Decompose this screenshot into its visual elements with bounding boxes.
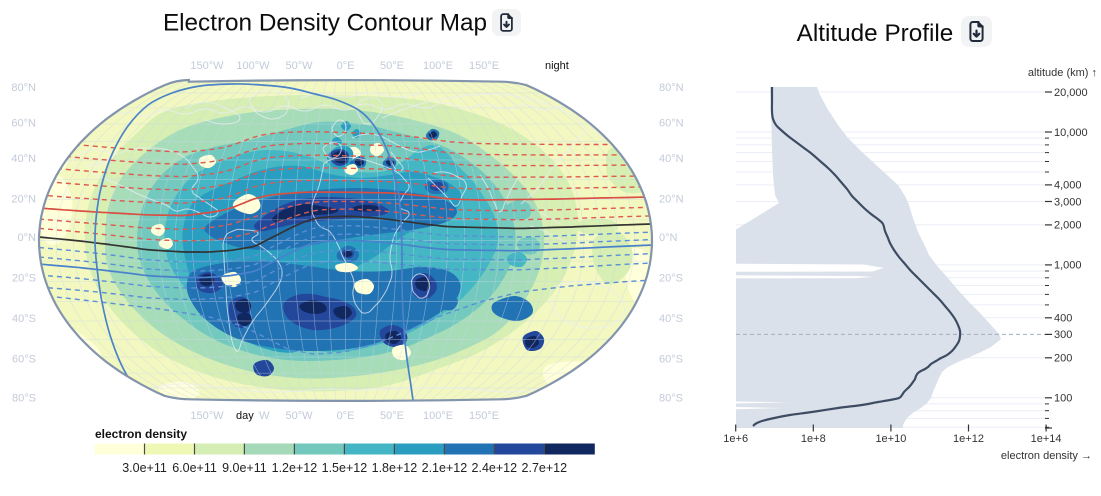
svg-text:1e+14: 1e+14 xyxy=(1031,433,1062,445)
svg-text:20°N: 20°N xyxy=(659,194,684,206)
svg-text:20°S: 20°S xyxy=(659,273,683,285)
svg-text:80°S: 80°S xyxy=(659,393,683,405)
svg-text:50°W: 50°W xyxy=(285,60,313,72)
svg-text:3,000: 3,000 xyxy=(1054,196,1082,208)
svg-text:80°N: 80°N xyxy=(11,82,36,94)
svg-text:2.7e+12: 2.7e+12 xyxy=(522,461,568,475)
svg-text:150°E: 150°E xyxy=(469,410,499,422)
svg-text:40°N: 40°N xyxy=(659,153,684,165)
svg-text:60°N: 60°N xyxy=(659,117,684,129)
svg-text:0°E: 0°E xyxy=(337,60,355,72)
svg-text:40°N: 40°N xyxy=(11,153,36,165)
svg-text:80°N: 80°N xyxy=(659,82,684,94)
svg-text:200: 200 xyxy=(1054,353,1072,365)
svg-text:1.2e+12: 1.2e+12 xyxy=(272,461,318,475)
svg-text:0°N: 0°N xyxy=(659,232,678,244)
svg-text:150°W: 150°W xyxy=(190,60,224,72)
svg-text:Electron Density Contour Map: Electron Density Contour Map xyxy=(163,10,487,37)
svg-text:altitude (km) ↑: altitude (km) ↑ xyxy=(1028,67,1097,79)
svg-text:50°E: 50°E xyxy=(380,60,404,72)
svg-text:day: day xyxy=(236,410,254,422)
svg-text:1e+12: 1e+12 xyxy=(953,433,984,445)
svg-text:Altitude Profile: Altitude Profile xyxy=(797,20,954,47)
svg-text:100°E: 100°E xyxy=(423,410,453,422)
svg-text:20,000: 20,000 xyxy=(1054,87,1088,99)
svg-text:3.0e+11: 3.0e+11 xyxy=(122,461,167,475)
svg-text:6.0e+11: 6.0e+11 xyxy=(172,461,217,475)
svg-text:20°N: 20°N xyxy=(11,194,36,206)
svg-text:electron density: electron density xyxy=(95,427,187,441)
svg-text:4,000: 4,000 xyxy=(1054,180,1082,192)
svg-text:40°S: 40°S xyxy=(659,313,683,325)
svg-text:0°N: 0°N xyxy=(18,232,37,244)
svg-text:60°S: 60°S xyxy=(12,354,36,366)
svg-text:1,000: 1,000 xyxy=(1054,260,1082,272)
svg-text:1.8e+12: 1.8e+12 xyxy=(372,461,418,475)
svg-text:electron density →: electron density → xyxy=(1001,450,1092,462)
svg-text:2.4e+12: 2.4e+12 xyxy=(472,461,518,475)
svg-text:2,000: 2,000 xyxy=(1054,220,1082,232)
svg-text:1e+6: 1e+6 xyxy=(723,433,748,445)
svg-text:100: 100 xyxy=(1054,393,1072,405)
svg-text:150°W: 150°W xyxy=(190,410,224,422)
svg-text:50°W: 50°W xyxy=(285,410,313,422)
svg-text:1e+10: 1e+10 xyxy=(875,433,906,445)
svg-text:1e+8: 1e+8 xyxy=(801,433,826,445)
svg-text:2.1e+12: 2.1e+12 xyxy=(422,461,468,475)
svg-text:50°E: 50°E xyxy=(380,410,404,422)
svg-text:300: 300 xyxy=(1054,329,1072,341)
svg-text:20°S: 20°S xyxy=(12,273,36,285)
svg-text:80°S: 80°S xyxy=(12,393,36,405)
svg-text:9.0e+11: 9.0e+11 xyxy=(222,461,267,475)
svg-text:60°N: 60°N xyxy=(11,117,36,129)
svg-text:60°S: 60°S xyxy=(659,354,683,366)
svg-text:100°W: 100°W xyxy=(236,60,270,72)
svg-text:40°S: 40°S xyxy=(12,313,36,325)
svg-text:400: 400 xyxy=(1054,313,1072,325)
svg-text:100°E: 100°E xyxy=(423,60,453,72)
svg-text:150°E: 150°E xyxy=(469,60,499,72)
svg-text:10,000: 10,000 xyxy=(1054,127,1088,139)
svg-text:0°E: 0°E xyxy=(337,410,355,422)
svg-text:1.5e+12: 1.5e+12 xyxy=(322,461,368,475)
svg-text:night: night xyxy=(545,60,569,72)
